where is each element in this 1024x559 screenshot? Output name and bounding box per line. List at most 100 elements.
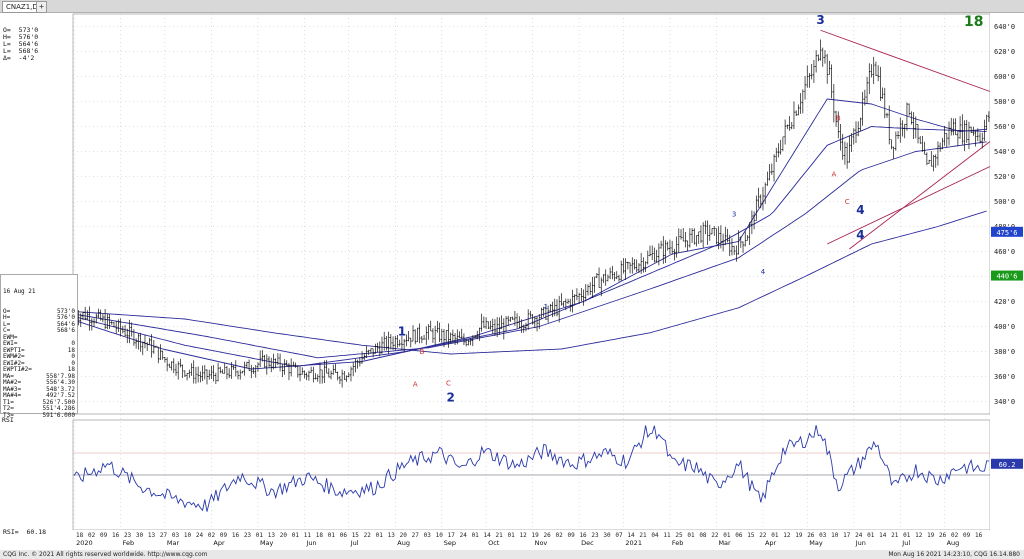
y-tick-label: 540'0 [994,148,1015,156]
ohlc-bar [970,126,973,133]
wave-label: A [831,171,836,179]
ohlc-bar [536,316,539,332]
ohlc-bar [967,121,970,150]
info-value: 18 [67,346,75,354]
moving-average-line [74,210,987,355]
day-tick-label: 01 [903,532,911,539]
day-tick-label: 11 [304,532,312,539]
info-label: MA#2= [3,379,22,386]
ohlc-bar [90,318,93,331]
ohlc-bar [79,313,82,327]
ohlc-bar [626,261,629,270]
moving-average-line [73,98,987,370]
day-tick-label: 24 [196,532,204,539]
ohlc-bar [841,133,844,160]
ohlc-bar [126,328,129,344]
ohlc-bar [591,276,594,298]
ohlc-bar [770,163,773,175]
price-chart[interactable]: 340'0360'0380'0400'0420'0440'0460'0480'0… [0,12,1024,550]
y-tick-label: 600'0 [994,73,1015,81]
ohlc-bar [850,133,853,153]
month-label: Sep [444,539,456,547]
ohlc-bar [925,152,928,166]
ohlc-bar [365,345,368,359]
ohlc-bar [338,375,341,384]
day-tick-label: 14 [484,532,492,539]
month-label: Mar [167,539,180,547]
ohlc-bar [706,220,709,245]
ohlc-bar [405,334,408,347]
header-ohlc-row: L= 568'6 [3,48,38,55]
ohlc-bar [312,366,315,383]
ohlc-bar [334,363,337,373]
day-tick-label: 17 [448,532,456,539]
ohlc-bar [110,321,113,325]
ohlc-bar [881,87,884,99]
add-tab-button[interactable]: + [36,1,47,13]
ohlc-bar [376,342,379,353]
ohlc-bar [443,328,446,348]
header-ohlc-label: O= [3,26,11,34]
wave-label: 1 [544,303,548,311]
ohlc-bar [396,334,399,348]
ohlc-bar [418,323,421,344]
ohlc-bar [505,315,508,332]
ohlc-bar [119,318,122,337]
info-value: 548'3.72 [46,385,75,393]
info-date: 16 Aug 21 [3,288,36,295]
ohlc-bar [363,352,366,361]
ohlc-bar [606,274,609,282]
month-label: 2020 [76,539,93,547]
ohlc-bar [919,136,922,144]
ohlc-bar [695,235,698,247]
day-tick-label: 10 [436,532,444,539]
ohlc-bar [542,306,545,317]
ohlc-bar [522,324,525,333]
ohlc-bar [250,364,253,379]
ohlc-bar [148,337,151,345]
ohlc-bar [81,311,84,321]
ohlc-bar [961,114,964,145]
ohlc-bar [485,317,488,330]
info-row: EWI= 0 [3,340,75,348]
wave-label: 3 [732,211,736,219]
header-ohlc-row: O= 573'0 [3,27,38,34]
ohlc-bar [243,361,246,376]
ohlc-bar [272,353,275,370]
ohlc-bar [886,112,889,118]
ohlc-bar [905,102,908,131]
ohlc-bar [987,111,990,122]
info-label: T1= [3,398,14,406]
ohlc-bar [352,362,355,377]
ohlc-bar [928,159,931,164]
day-tick-label: 30 [603,532,611,539]
ohlc-bar [660,240,663,249]
ohlc-bar [677,228,680,253]
ohlc-bar [281,363,284,378]
info-row: EWPTI#2= 18 [3,366,75,374]
day-tick-label: 03 [819,532,827,539]
info-row: H= 576'0 [3,314,75,322]
info-value: 591'6.000 [42,411,75,419]
ohlc-bar [323,360,326,383]
day-tick-label: 01 [687,532,695,539]
day-tick-label: 14 [627,532,635,539]
wave-label: 4 [761,268,766,276]
info-label: EWI= [3,340,18,347]
ohlc-bar [487,321,490,330]
ohlc-bar [199,371,202,383]
day-tick-label: 01 [771,532,779,539]
ohlc-bar [197,366,200,383]
ohlc-bar [649,245,652,257]
ohlc-bar [354,358,357,373]
ohlc-bar [963,120,966,152]
ohlc-bar [604,269,607,286]
ohlc-bar [781,136,784,152]
day-tick-label: 19 [532,532,540,539]
ohlc-bar [219,366,222,374]
ohlc-bar [631,257,634,274]
day-tick-label: 01 [472,532,480,539]
ohlc-bar [367,349,370,355]
ohlc-bar [524,322,527,332]
ohlc-bar [474,335,477,338]
